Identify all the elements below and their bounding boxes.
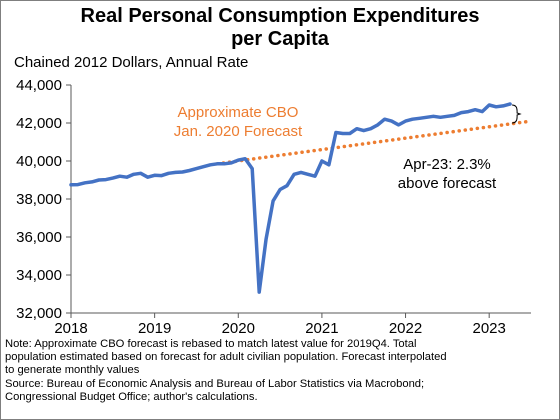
y-tick-label: 36,000 — [16, 229, 62, 246]
gap-bracket — [512, 104, 522, 124]
x-tick-label: 2019 — [138, 320, 171, 337]
actual-series-line — [69, 102, 512, 294]
y-tick-label: 38,000 — [16, 191, 62, 208]
y-tick-label: 44,000 — [16, 77, 62, 94]
x-tick-label: 2023 — [472, 320, 505, 337]
chart-notes: Note: Approximate CBO forecast is rebase… — [5, 338, 557, 404]
forecast-annotation-line-2: Jan. 2020 Forecast — [174, 123, 303, 140]
y-tick-label: 32,000 — [16, 305, 62, 322]
y-tick-label: 34,000 — [16, 267, 62, 284]
gap-annotation-line-1: Apr-23: 2.3% — [403, 156, 491, 173]
x-tick-label: 2020 — [222, 320, 255, 337]
y-tick-label: 40,000 — [16, 153, 62, 170]
source-line-2: Congressional Budget Office; author's ca… — [5, 390, 258, 403]
note-line-2: population estimated based on forecast f… — [5, 351, 447, 364]
chart-title-line-1: Real Personal Consumption Expenditures — [80, 5, 480, 27]
x-tick-label: 2022 — [389, 320, 422, 337]
forecast-series-line — [215, 119, 533, 166]
chart-title-line-2: per Capita — [231, 28, 329, 50]
note-line-3: to generate monthly values — [5, 364, 140, 377]
note-line-1: Note: Approximate CBO forecast is rebase… — [5, 338, 417, 350]
x-tick-label: 2021 — [305, 320, 338, 337]
source-line-1: Source: Bureau of Economic Analysis and … — [5, 377, 425, 390]
gap-annotation-line-2: above forecast — [398, 175, 497, 192]
chart-title: Real Personal Consumption Expenditures p… — [0, 5, 560, 51]
x-tick-label: 2018 — [54, 320, 87, 337]
y-tick-label: 42,000 — [16, 115, 62, 132]
y-axis-unit-label: Chained 2012 Dollars, Annual Rate — [14, 54, 249, 71]
forecast-annotation-line-1: Approximate CBO — [178, 104, 299, 121]
